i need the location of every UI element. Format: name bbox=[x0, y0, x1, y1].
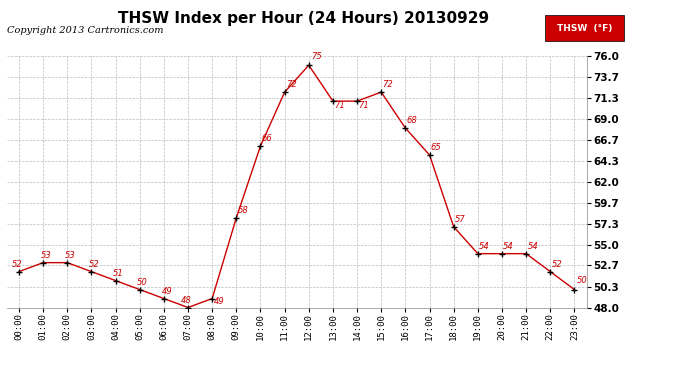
Text: 53: 53 bbox=[41, 251, 52, 260]
Text: 66: 66 bbox=[262, 134, 273, 143]
Text: 71: 71 bbox=[358, 101, 369, 110]
Text: 50: 50 bbox=[577, 276, 588, 285]
Text: 54: 54 bbox=[527, 242, 538, 251]
Text: 72: 72 bbox=[286, 81, 297, 90]
Text: 57: 57 bbox=[455, 215, 466, 224]
Text: 72: 72 bbox=[382, 81, 393, 90]
Text: 49: 49 bbox=[161, 287, 172, 296]
Text: 52: 52 bbox=[89, 260, 100, 269]
Text: 65: 65 bbox=[431, 143, 442, 152]
Text: 58: 58 bbox=[237, 206, 248, 215]
Text: 51: 51 bbox=[113, 269, 124, 278]
Text: 52: 52 bbox=[551, 260, 562, 269]
Text: THSW  (°F): THSW (°F) bbox=[557, 24, 613, 33]
Text: 49: 49 bbox=[213, 297, 224, 306]
Text: THSW Index per Hour (24 Hours) 20130929: THSW Index per Hour (24 Hours) 20130929 bbox=[118, 11, 489, 26]
Text: 54: 54 bbox=[503, 242, 514, 251]
Text: 53: 53 bbox=[65, 251, 76, 260]
Text: 54: 54 bbox=[479, 242, 490, 251]
Text: 48: 48 bbox=[181, 296, 192, 305]
Text: 68: 68 bbox=[406, 116, 417, 125]
Text: 50: 50 bbox=[137, 278, 148, 287]
Text: 71: 71 bbox=[334, 101, 345, 110]
Text: 75: 75 bbox=[311, 52, 322, 61]
Text: 52: 52 bbox=[12, 260, 23, 269]
Text: Copyright 2013 Cartronics.com: Copyright 2013 Cartronics.com bbox=[7, 26, 164, 35]
FancyBboxPatch shape bbox=[545, 15, 624, 41]
